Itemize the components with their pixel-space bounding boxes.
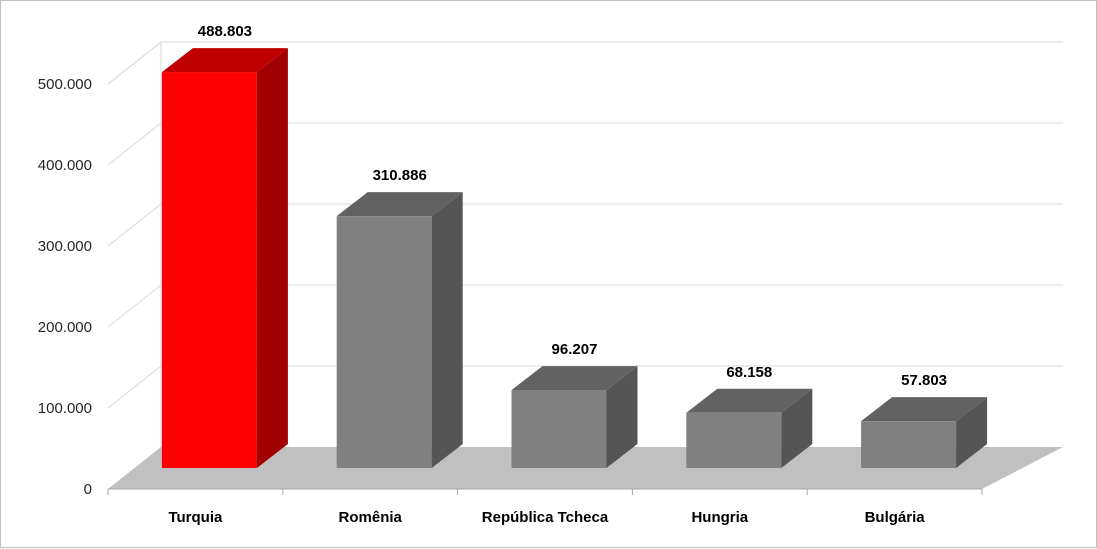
value-label: 96.207 [552,341,598,358]
value-label: 68.158 [726,364,772,381]
bar [861,397,988,468]
bar [686,388,813,468]
gridline-side [107,284,162,328]
y-tick-label: 400.000 [38,157,92,174]
value-label: 488.803 [198,23,252,40]
bar-side [256,48,288,468]
gridlines [107,41,1063,447]
bar-side [606,366,638,468]
y-tick-label: 0 [84,481,92,498]
bar-top [161,48,288,73]
gridline-side [107,203,162,247]
bars [161,48,988,468]
bar [161,48,288,468]
side-wall-top-edge [107,41,162,85]
bar-top [336,192,463,217]
bar-side [431,192,463,468]
bar [336,192,463,468]
gridline-side [107,365,162,409]
category-label: Hungria [691,509,748,526]
value-label: 57.803 [901,372,947,389]
bar [511,366,638,468]
y-tick-label: 200.000 [38,319,92,336]
bar-front [861,421,957,468]
y-tick-label: 500.000 [38,76,92,93]
category-labels: Turquia Romênia República Tcheca Hungria Bul… [168,509,925,526]
value-label: 310.886 [373,167,427,184]
bar-top [511,366,638,391]
category-label: Turquia [168,509,223,526]
y-axis-ticks: 0 100.000 200.000 300.000 400.000 500.000 [38,76,92,498]
value-labels: 488.803 310.886 96.207 68.158 57.803 [198,23,947,389]
bar-side [956,397,988,468]
y-tick-label: 300.000 [38,238,92,255]
gridline-side [107,122,162,166]
category-label: Romênia [339,509,403,526]
category-label: República Tcheca [482,509,609,526]
bar-top [686,388,813,413]
bar-front [686,412,782,468]
bar-top [861,397,988,422]
bar-front [161,72,257,468]
y-tick-label: 100.000 [38,400,92,417]
bar-front [511,390,607,468]
category-label: Bulgária [865,509,926,526]
bar-front [336,216,432,468]
bar-side [781,388,813,468]
